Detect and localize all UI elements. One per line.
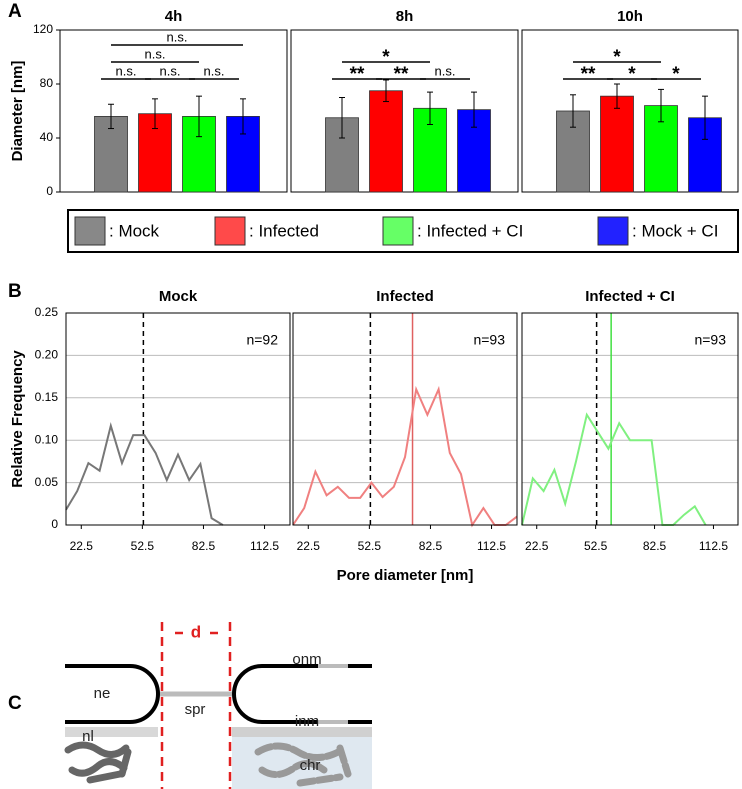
significance-label: * bbox=[672, 64, 680, 85]
label-spr: spr bbox=[185, 701, 206, 718]
legend-label: : Mock + CI bbox=[632, 221, 718, 240]
plot-frame bbox=[65, 312, 291, 526]
label-nl: nl bbox=[82, 728, 94, 745]
x-tick-label: 82.5 bbox=[643, 539, 667, 553]
bar bbox=[369, 90, 403, 193]
x-tick-label: 22.5 bbox=[525, 539, 549, 553]
x-tick-label: 82.5 bbox=[192, 539, 216, 553]
significance-label: n.s. bbox=[116, 63, 137, 78]
x-tick-label: 112.5 bbox=[699, 539, 728, 553]
y-tick-label: 0 bbox=[51, 517, 58, 531]
y-axis-label: Diameter [nm] bbox=[9, 61, 26, 162]
panel-label: B bbox=[8, 281, 22, 302]
legend-swatch bbox=[74, 216, 106, 246]
x-axis-label: Pore diameter [nm] bbox=[337, 567, 474, 584]
significance-label: n.s. bbox=[435, 63, 456, 78]
membrane-right bbox=[232, 664, 372, 724]
plot-frame bbox=[290, 29, 519, 193]
sample-size: n=92 bbox=[246, 332, 278, 348]
chromatin-background bbox=[232, 727, 372, 789]
significance-label: n.s. bbox=[160, 63, 181, 78]
y-tick-label: 40 bbox=[40, 130, 54, 144]
label-chr: chr bbox=[300, 757, 321, 774]
y-tick-label: 0.15 bbox=[35, 390, 59, 404]
x-tick-label: 22.5 bbox=[297, 539, 321, 553]
y-tick-label: 0.05 bbox=[35, 475, 59, 489]
data-line bbox=[521, 412, 707, 526]
x-tick-label: 112.5 bbox=[250, 539, 279, 553]
x-tick-label: 82.5 bbox=[419, 539, 443, 553]
y-axis-label: Relative Frequency bbox=[9, 350, 26, 488]
y-tick-label: 0.20 bbox=[35, 348, 59, 362]
sample-size: n=93 bbox=[473, 332, 505, 348]
data-line bbox=[65, 422, 224, 526]
significance-label: ** bbox=[350, 64, 365, 85]
chromatin-right bbox=[254, 742, 352, 787]
y-tick-label: 0 bbox=[46, 184, 53, 198]
significance-label: * bbox=[628, 64, 636, 85]
chart-title: 8h bbox=[396, 8, 414, 25]
legend-swatch bbox=[597, 216, 629, 246]
bar bbox=[182, 116, 216, 193]
plot-background bbox=[66, 313, 290, 525]
legend-swatch bbox=[382, 216, 414, 246]
plot-frame bbox=[59, 29, 288, 193]
chart-title: Infected bbox=[376, 288, 434, 305]
chart-title: 10h bbox=[617, 8, 643, 25]
plot-background bbox=[522, 313, 738, 525]
x-tick-label: 112.5 bbox=[477, 539, 506, 553]
membrane-left bbox=[65, 664, 160, 724]
lamina bbox=[65, 727, 158, 737]
diagram: C d ne spr onm inm nl chr bbox=[8, 622, 372, 789]
y-tick-label: 0.10 bbox=[35, 432, 59, 446]
plot-frame bbox=[292, 312, 518, 526]
y-tick-label: 120 bbox=[33, 22, 53, 36]
legend-label: : Infected + CI bbox=[417, 221, 523, 240]
label-onm: onm bbox=[292, 651, 321, 668]
panel-label: A bbox=[8, 1, 22, 22]
chromatin-left bbox=[64, 741, 132, 784]
legend-label: : Infected bbox=[249, 221, 319, 240]
chart-title: Infected + CI bbox=[585, 288, 675, 305]
significance-label: * bbox=[613, 47, 621, 68]
sample-size: n=93 bbox=[694, 332, 726, 348]
x-tick-label: 52.5 bbox=[358, 539, 382, 553]
legend-label: : Mock bbox=[109, 221, 160, 240]
significance-label: ** bbox=[581, 64, 596, 85]
distance-label: d bbox=[191, 622, 201, 641]
significance-label: * bbox=[382, 47, 390, 68]
significance-label: ** bbox=[394, 64, 409, 85]
data-line bbox=[292, 385, 518, 528]
plot-background bbox=[293, 313, 517, 525]
x-tick-label: 52.5 bbox=[131, 539, 155, 553]
chart-title: 4h bbox=[165, 8, 183, 25]
y-tick-label: 80 bbox=[40, 76, 54, 90]
panel-label: C bbox=[8, 693, 22, 714]
lamina bbox=[232, 727, 372, 737]
y-tick-label: 0.25 bbox=[35, 305, 59, 319]
plot-frame bbox=[521, 312, 739, 526]
significance-label: n.s. bbox=[204, 63, 225, 78]
chart-title: Mock bbox=[159, 288, 198, 305]
bar bbox=[600, 95, 634, 193]
legend-swatch bbox=[214, 216, 246, 246]
label-inm: inm bbox=[295, 713, 319, 730]
x-tick-label: 52.5 bbox=[584, 539, 608, 553]
significance-label: n.s. bbox=[167, 29, 188, 44]
label-ne: ne bbox=[94, 685, 111, 702]
x-tick-label: 22.5 bbox=[70, 539, 94, 553]
significance-label: n.s. bbox=[145, 46, 166, 61]
legend-frame bbox=[67, 209, 739, 253]
